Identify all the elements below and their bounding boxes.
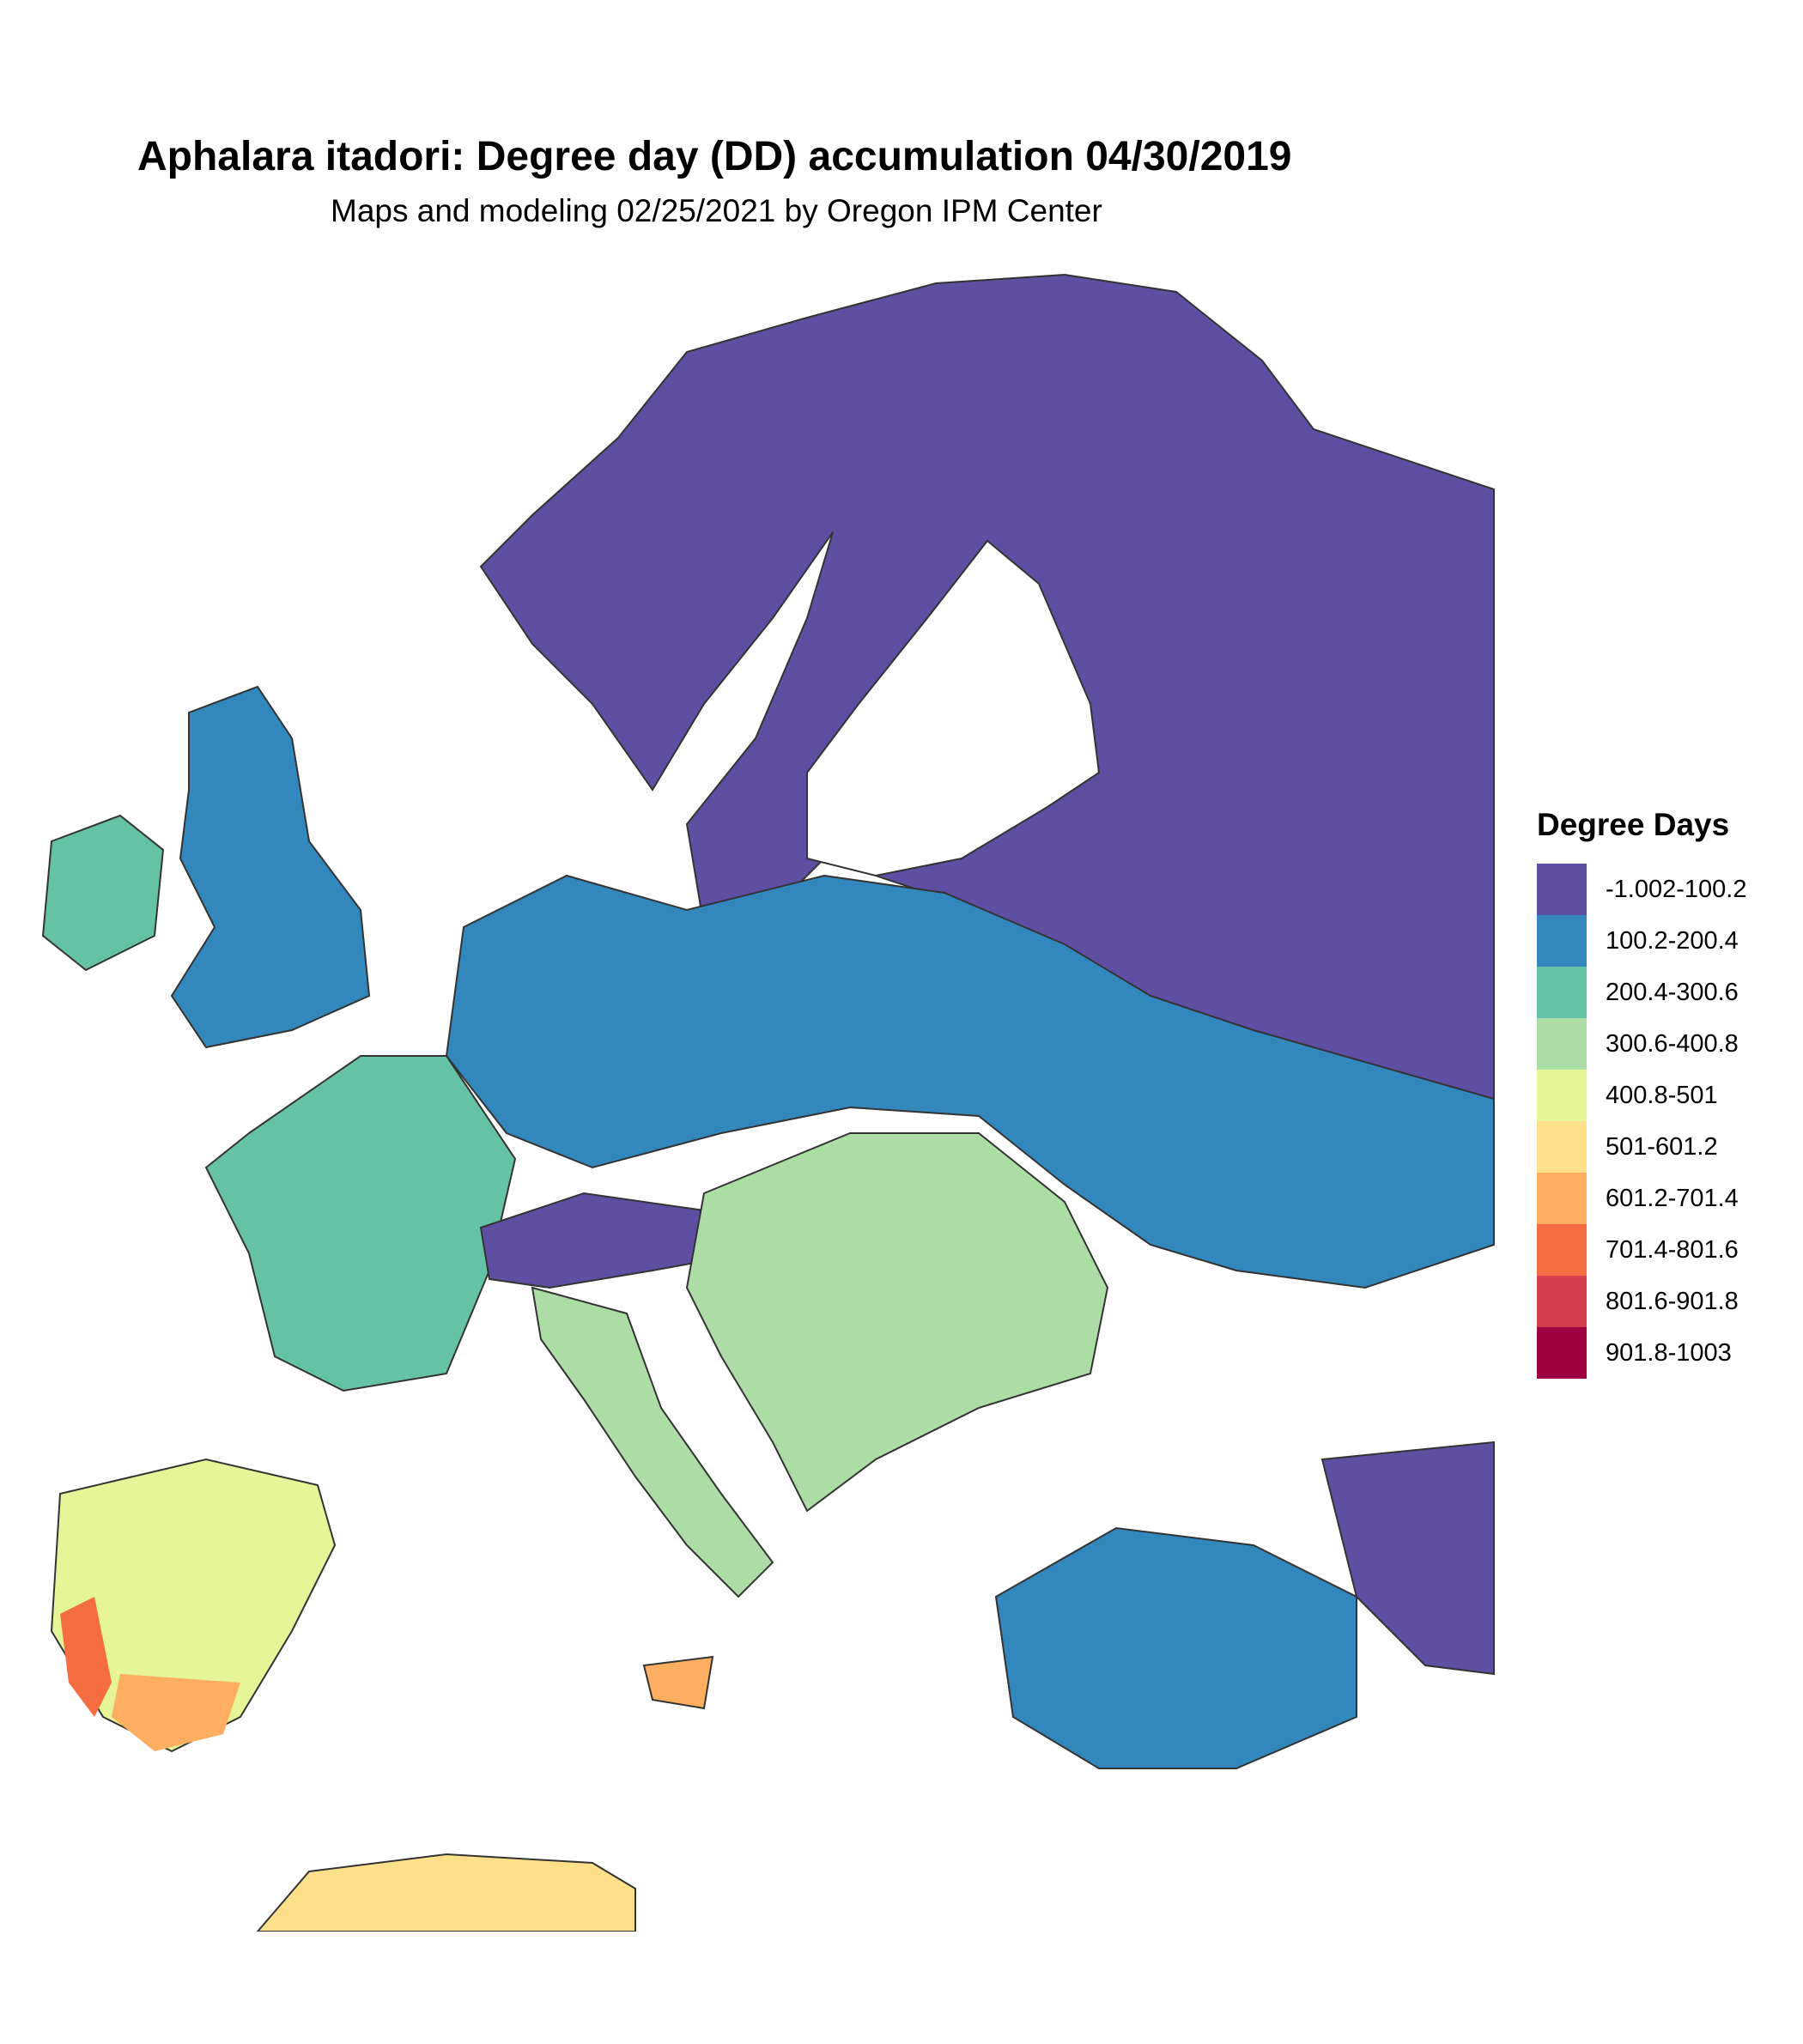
map-legend: Degree Days -1.002-100.2 100.2-200.4 200.4… [1537,807,1794,1379]
legend-item: 400.8-501 [1537,1070,1794,1121]
region-great-britain [170,685,371,1049]
region-caucasus [1320,1441,1495,1676]
region-north-africa [256,1853,636,1932]
legend-item: 501-601.2 [1537,1121,1794,1173]
legend-swatch [1537,915,1587,967]
legend-item: 601.2-701.4 [1537,1173,1794,1224]
legend-label: 400.8-501 [1606,1081,1718,1109]
legend-swatch [1537,1224,1587,1276]
legend-title: Degree Days [1537,807,1730,842]
legend-items: -1.002-100.2 100.2-200.4 200.4-300.6 300.6-… [1537,864,1794,1379]
region-ireland [41,814,165,972]
legend-item: 300.6-400.8 [1537,1018,1794,1070]
legend-item: 801.6-901.8 [1537,1276,1794,1327]
map-subtitle: Maps and modeling 02/25/2021 by Oregon I… [331,193,1102,228]
legend-label: 300.6-400.8 [1606,1029,1739,1058]
legend-item: 100.2-200.4 [1537,915,1794,967]
legend-swatch [1537,1070,1587,1121]
legend-swatch [1537,1121,1587,1173]
legend-swatch [1537,864,1587,915]
legend-label: 901.8-1003 [1606,1338,1732,1367]
region-sicily [642,1655,714,1710]
region-anatolia [994,1526,1357,1769]
legend-item: 701.4-801.6 [1537,1224,1794,1276]
legend-swatch [1537,1173,1587,1224]
region-baltic-sea [806,539,1101,877]
region-france [204,1055,517,1392]
region-central-europe [445,874,1495,1289]
legend-item: -1.002-100.2 [1537,864,1794,915]
degree-day-map [34,258,1511,1932]
legend-label: 701.4-801.6 [1606,1235,1739,1264]
map-title: Aphalara itadori: Degree day (DD) accumu… [137,134,1292,179]
legend-swatch [1537,1018,1587,1070]
legend-swatch [1537,1327,1587,1379]
legend-swatch [1537,967,1587,1018]
region-south-spain [112,1674,240,1751]
legend-label: 200.4-300.6 [1606,978,1739,1006]
region-portugal [60,1597,112,1717]
legend-label: 100.2-200.4 [1606,926,1739,955]
legend-item: 200.4-300.6 [1537,967,1794,1018]
legend-label: 601.2-701.4 [1606,1184,1739,1212]
legend-label: -1.002-100.2 [1606,875,1747,903]
legend-swatch [1537,1276,1587,1327]
legend-label: 801.6-901.8 [1606,1287,1739,1315]
legend-label: 501-601.2 [1606,1132,1718,1161]
region-italy [531,1286,774,1598]
region-balkans [685,1132,1109,1513]
legend-item: 901.8-1003 [1537,1327,1794,1379]
